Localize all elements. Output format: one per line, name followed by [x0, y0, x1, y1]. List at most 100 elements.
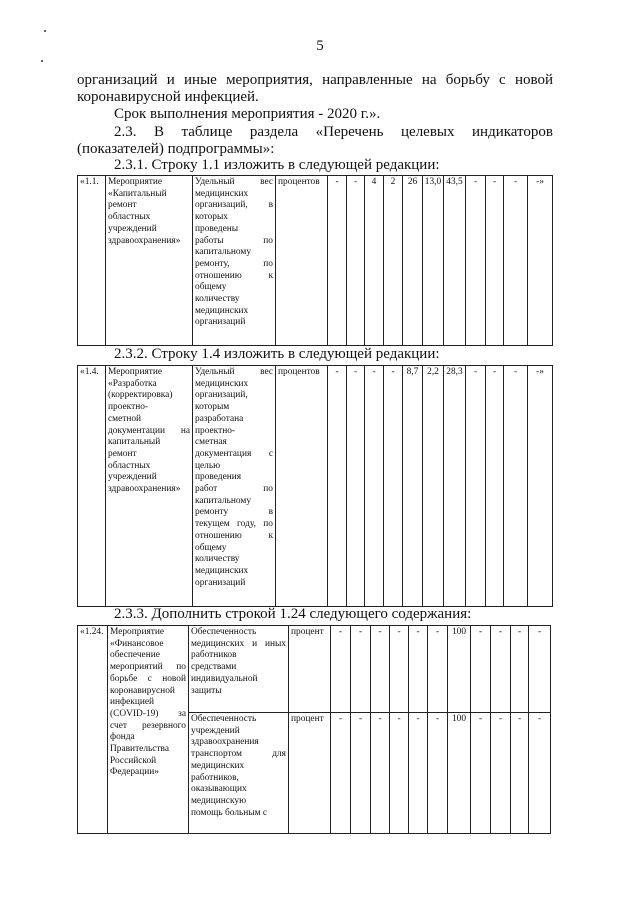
cell-line: борьбе с новой: [110, 673, 186, 684]
cell-line: работ по: [195, 484, 273, 495]
cell-line: медицинских: [195, 305, 249, 316]
cell-line: оказывающих: [191, 784, 247, 795]
cell-line: Правительства: [110, 744, 169, 755]
cell-line: счет резервного: [110, 720, 186, 731]
indicator-cell: Обеспеченность медицинских и иных работник…: [188, 625, 289, 713]
value-cell: 4: [364, 175, 384, 346]
event-cell: Мероприятие «Разработка (корректировка) про…: [105, 365, 193, 607]
cell-line: здравоохранения»: [108, 235, 181, 246]
table-row: «1.1. Мероприятие «Капитальный ремонт област…: [77, 175, 553, 346]
indicator-table-1-1: «1.1. Мероприятие «Капитальный ремонт област…: [77, 175, 553, 346]
cell-line: ремонт: [108, 448, 137, 459]
value-cell: 28,3: [443, 365, 466, 607]
value-cell: -: [470, 625, 491, 713]
value-cell: -»: [527, 365, 553, 607]
cell-line: областных: [108, 212, 151, 223]
value-cell: -: [528, 712, 551, 834]
unit-cell: процент: [288, 712, 331, 834]
value-cell: -: [510, 712, 529, 834]
cell-line: мероприятий по: [110, 662, 186, 673]
value-cell: -: [485, 175, 504, 346]
cell-line: транспортом для: [191, 749, 286, 760]
value-cell: -: [503, 175, 528, 346]
cell-line: Мероприятие: [110, 627, 165, 637]
cell-line: медицинских: [195, 188, 249, 199]
cell-line: медицинскую: [191, 795, 247, 806]
cell-line: сметная: [195, 437, 227, 448]
cell-line: целью: [195, 460, 221, 471]
indicator-table-1-24: «1.24. Мероприятие «Финансовое обеспечение м…: [77, 625, 551, 834]
cell-line: Мероприятие: [108, 367, 163, 377]
cell-line: Удельный вес: [195, 177, 273, 187]
cell-line: проектно-: [108, 402, 149, 413]
cell-line: работы по: [195, 235, 273, 246]
cell-line: проведены: [195, 223, 239, 234]
cell-line: помощь больным с: [191, 807, 268, 818]
cell-line: организаций,: [195, 390, 248, 401]
cell-line: общему: [195, 282, 227, 293]
cell-line: которых: [195, 212, 228, 223]
value-cell: -: [427, 625, 448, 713]
paragraph-line: Срок выполнения мероприятия - 2020 г.».: [114, 106, 381, 122]
value-cell: 2: [383, 175, 403, 346]
value-cell: -: [528, 625, 551, 713]
value-cell: -»: [527, 175, 553, 346]
cell-line: документации на: [108, 425, 190, 436]
cell-line: фонда: [110, 732, 135, 743]
value-cell: -: [389, 712, 409, 834]
cell-line: медицинских и иных: [191, 638, 286, 649]
cell-line: проведения: [195, 472, 242, 483]
paragraph-line: (показателей) подпрограммы»:: [77, 141, 275, 157]
cell-line: работников: [191, 650, 237, 661]
value-cell: 2,2: [422, 365, 444, 607]
value-cell: -: [330, 625, 351, 713]
cell-line: коронавирусной: [110, 685, 175, 696]
cell-line: медицинских: [195, 565, 249, 576]
value-cell: 26: [402, 175, 423, 346]
cell-line: организаций, в: [195, 200, 273, 211]
value-cell: -: [370, 625, 390, 713]
value-cell: -: [327, 175, 347, 346]
paragraph-line: коронавирусной инфекцией.: [77, 89, 259, 105]
cell-line: средствами: [191, 662, 237, 673]
cell-line: инфекцией: [110, 697, 155, 708]
value-cell: -: [490, 625, 511, 713]
cell-line: «Капитальный: [108, 188, 167, 199]
value-cell: -: [503, 365, 528, 607]
event-cell: Мероприятие «Финансовое обеспечение меропри…: [107, 625, 189, 834]
cell-line: «Разработка: [108, 378, 157, 389]
cell-line: обеспечение: [110, 650, 160, 661]
cell-line: защиты: [191, 685, 222, 696]
cell-line: сметной: [108, 413, 142, 424]
cell-line: которым: [195, 402, 230, 413]
cell-line: отношению к: [195, 530, 273, 541]
indicator-cell: Удельный вес медицинских организаций, в кот…: [192, 175, 276, 346]
cell-line: количеству: [195, 294, 240, 305]
cell-line: Обеспеченность: [191, 714, 257, 724]
value-cell: 100: [447, 625, 471, 713]
value-cell: -: [465, 175, 486, 346]
value-cell: -: [330, 712, 351, 834]
cell-line: учреждений: [108, 223, 157, 234]
cell-line: отношению к: [195, 270, 273, 281]
cell-line: «Финансовое: [110, 638, 164, 649]
cell-line: общему: [195, 542, 227, 553]
value-cell: -: [510, 625, 529, 713]
value-cell: 8,7: [402, 365, 423, 607]
table-row: Обеспеченность учреждений здравоохранения т…: [78, 712, 551, 834]
value-cell: -: [383, 365, 403, 607]
value-cell: -: [327, 365, 347, 607]
unit-cell: процентов: [275, 365, 328, 607]
cell-line: ремонту, по: [195, 258, 273, 269]
cell-line: учреждений: [108, 472, 157, 483]
value-cell: -: [470, 712, 491, 834]
paragraph-line: организаций и иные мероприятия, направле…: [77, 72, 553, 88]
cell-line: медицинских: [195, 378, 249, 389]
unit-cell: процентов: [275, 175, 328, 346]
row-number-cell: «1.1.: [77, 175, 106, 346]
indicator-cell: Удельный вес медицинских организаций, котор…: [192, 365, 276, 607]
cell-line: капитальный: [108, 437, 161, 448]
cell-line: Федерации»: [110, 767, 159, 778]
cell-line: капитальному: [195, 247, 252, 258]
value-cell: -: [408, 625, 428, 713]
